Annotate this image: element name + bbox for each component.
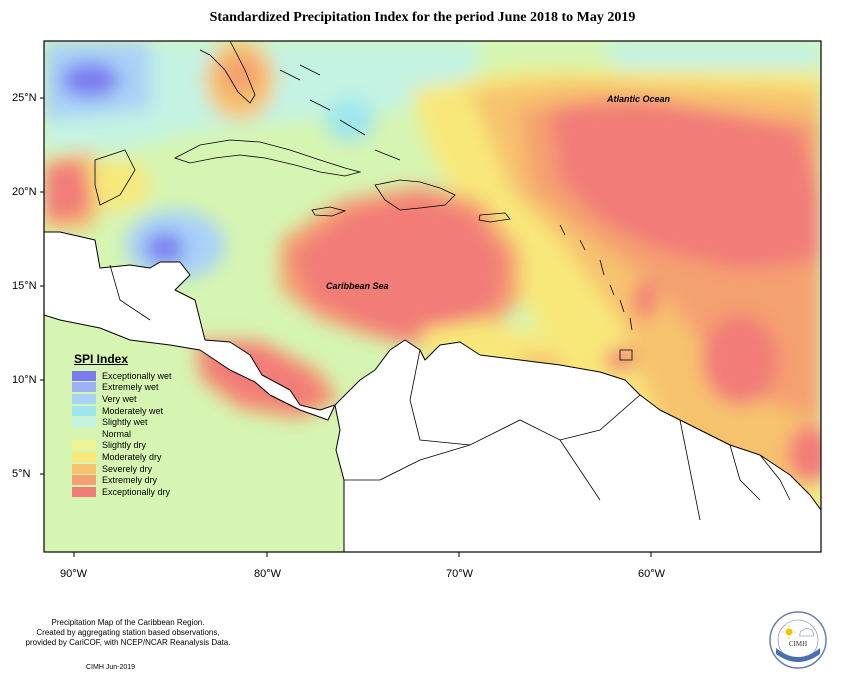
footer-line-1: Precipitation Map of the Caribbean Regio… <box>51 618 205 627</box>
legend-label: Extremely wet <box>102 382 159 393</box>
legend-swatch <box>72 393 96 404</box>
map-title: Standardized Precipitation Index for the… <box>209 10 636 25</box>
legend-label: Severely dry <box>102 463 153 474</box>
legend-item: Moderately dry <box>72 451 202 463</box>
legend-swatch <box>72 440 96 451</box>
legend-item: Exceptionally wet <box>72 370 202 382</box>
lon-label-60w: 60°W <box>638 568 666 580</box>
legend-item: Very wet <box>72 393 202 405</box>
map-frame <box>43 40 822 553</box>
map-credit: CIMH Jun-2019 <box>86 664 136 671</box>
lat-label-15n: 15°N <box>12 280 37 292</box>
islands <box>94 40 633 361</box>
legend-swatch <box>72 486 96 497</box>
caribbean-sea-label: Caribbean Sea <box>326 281 389 291</box>
longitude-ticks <box>73 552 652 557</box>
cloud-icon <box>799 627 815 637</box>
legend-label: Very wet <box>102 393 137 404</box>
cimh-logo: CIMH <box>769 611 827 669</box>
lon-label-90w: 90°W <box>60 568 88 580</box>
legend-swatch <box>72 382 96 393</box>
lat-label-5n: 5°N <box>12 468 31 480</box>
footer-line-3: provided by CariCOF, with NCEP/NCAR Rean… <box>25 638 231 647</box>
legend-items: Exceptionally wet Extremely wet Very wet Mo… <box>72 370 202 498</box>
lat-label-20n: 20°N <box>12 186 37 198</box>
legend-label: Slightly dry <box>102 440 147 451</box>
latitude-ticks <box>40 97 44 475</box>
map-footer: Precipitation Map of the Caribbean Regio… <box>10 618 246 648</box>
legend-label: Moderately wet <box>102 405 164 416</box>
legend-item: Extremely wet <box>72 382 202 394</box>
legend-swatch <box>72 463 96 474</box>
footer-line-2: Created by aggregating station based obs… <box>36 628 220 637</box>
legend-label: Moderately dry <box>102 451 162 462</box>
legend-title: SPI Index <box>74 352 129 366</box>
spi-legend: SPI Index Exceptionally wet Extremely wet… <box>72 352 202 498</box>
legend-item: Severely dry <box>72 463 202 475</box>
atlantic-ocean-label: Atlantic Ocean <box>607 94 671 104</box>
logo-text: CIMH <box>789 640 807 648</box>
lon-label-80w: 80°W <box>254 568 282 580</box>
legend-swatch <box>72 475 96 486</box>
country-borders <box>109 264 791 521</box>
lat-label-10n: 10°N <box>12 374 37 386</box>
legend-swatch <box>72 428 96 439</box>
legend-item: Slightly dry <box>72 440 202 452</box>
legend-label: Exceptionally wet <box>102 370 172 381</box>
lat-label-25n: 25°N <box>12 92 37 104</box>
legend-item: Slightly wet <box>72 416 202 428</box>
legend-label: Normal <box>102 428 132 439</box>
legend-item: Extremely dry <box>72 474 202 486</box>
sun-icon <box>782 625 796 639</box>
legend-item: Exceptionally dry <box>72 486 202 498</box>
legend-label: Exceptionally dry <box>102 486 171 497</box>
legend-swatch <box>72 417 96 428</box>
legend-item: Moderately wet <box>72 405 202 417</box>
legend-swatch <box>72 370 96 381</box>
legend-swatch <box>72 451 96 462</box>
legend-item: Normal <box>72 428 202 440</box>
legend-swatch <box>72 405 96 416</box>
legend-label: Extremely dry <box>102 475 158 486</box>
legend-label: Slightly wet <box>102 417 148 428</box>
lon-label-70w: 70°W <box>446 568 474 580</box>
